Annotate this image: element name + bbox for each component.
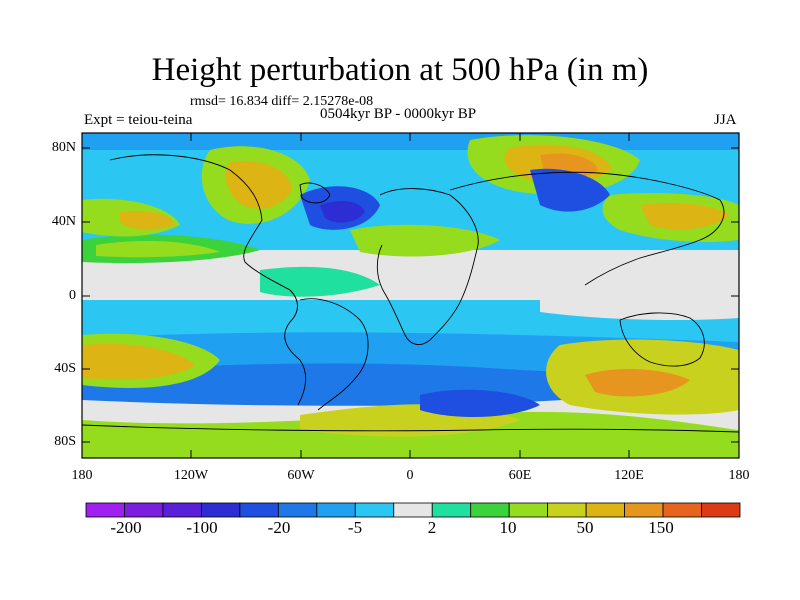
colorbar-label: 10 — [499, 518, 517, 537]
field-contours — [82, 133, 739, 458]
rmsd-stats: rmsd= 16.834 diff= 2.15278e-08 — [190, 94, 374, 109]
colorbar-swatch — [547, 502, 587, 518]
lon-tick-label: 180 — [728, 468, 750, 483]
colorbar-swatch — [624, 502, 664, 518]
colorbar-label: -200 — [110, 518, 142, 537]
lon-tick-label: 120W — [173, 468, 209, 483]
colorbar-swatch — [662, 502, 702, 518]
colorbar-swatch — [201, 502, 241, 518]
experiment-label: Expt = teiou-teina — [84, 112, 193, 128]
colorbar-swatch — [701, 502, 741, 518]
season-label: JJA — [714, 112, 737, 128]
colorbar-swatch — [162, 502, 202, 518]
lat-tick-label: 80S — [54, 434, 76, 449]
colorbar-swatch — [431, 502, 472, 518]
lat-tick-label: 40N — [51, 214, 76, 229]
colorbar-label: -5 — [347, 518, 363, 537]
colorbar-swatch — [85, 502, 125, 518]
colorbar-swatch — [354, 502, 395, 518]
lon-tick-label: 60E — [508, 468, 532, 483]
colorbar-swatch — [277, 502, 318, 518]
colorbar-swatch — [124, 502, 164, 518]
colorbar-swatch — [585, 502, 625, 518]
colorbar-swatch — [239, 502, 279, 518]
colorbar-label: 150 — [648, 518, 674, 537]
colorbar-swatch — [508, 502, 549, 518]
coastlines — [81, 154, 740, 433]
lon-tick-label: 0 — [406, 468, 414, 483]
lat-tick-label: 80N — [51, 140, 76, 155]
lon-tick-label: 120E — [614, 468, 644, 483]
colorbar-swatch — [316, 502, 356, 518]
axis-ticks — [81, 133, 740, 458]
colorbar-label: -20 — [267, 518, 291, 537]
colorbar — [85, 502, 741, 518]
colorbar-swatch — [470, 502, 510, 518]
colorbar-label: 2 — [427, 518, 437, 537]
lon-tick-label: 180 — [71, 468, 93, 483]
colorbar-swatch — [393, 502, 433, 518]
lon-tick-label: 60W — [287, 468, 315, 483]
colorbar-label: -100 — [186, 518, 218, 537]
plot-title: Height perturbation at 500 hPa (in m) — [151, 52, 649, 88]
lat-tick-label: 0 — [69, 288, 76, 303]
period-label: 0504kyr BP - 0000kyr BP — [320, 106, 477, 122]
lat-tick-label: 40S — [54, 361, 76, 376]
colorbar-label: 50 — [576, 518, 594, 537]
